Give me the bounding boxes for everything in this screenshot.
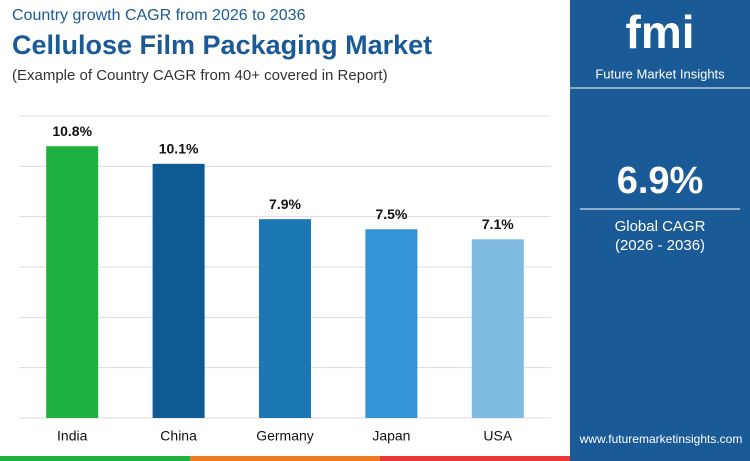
- strip: [570, 456, 750, 461]
- strip: [0, 456, 190, 461]
- bar: [365, 229, 418, 418]
- chart-title: Cellulose Film Packaging Market: [12, 30, 432, 60]
- brand: Future Market Insights: [595, 66, 725, 81]
- global-period: (2026 - 2036): [615, 237, 705, 254]
- bar: [259, 219, 311, 418]
- value-label: 10.1%: [159, 141, 199, 157]
- global-value: 6.9%: [617, 160, 704, 202]
- value-label: 7.1%: [482, 216, 514, 232]
- bar: [471, 239, 524, 418]
- value-label: 10.8%: [52, 123, 92, 139]
- plot: India 10.8% China 10.1% Germany 7.9% Japan 7.5%…: [19, 115, 551, 444]
- x-tick-label: USA: [483, 428, 512, 444]
- kicker: Country growth CAGR from 2026 to 2036: [12, 7, 306, 24]
- x-tick-label: India: [57, 428, 88, 444]
- website: www.futuremarketinsights.com: [579, 432, 743, 446]
- value-label: 7.9%: [269, 196, 301, 212]
- bar: [46, 146, 99, 418]
- side-panel: [570, 0, 750, 456]
- x-tick-label: Japan: [372, 428, 410, 444]
- subtitle: (Example of Country CAGR from 40+ covere…: [12, 67, 388, 84]
- logo: fmi: [626, 6, 695, 58]
- x-tick-label: China: [160, 428, 197, 444]
- global-label: Global CAGR: [615, 218, 706, 235]
- strip: [190, 456, 380, 461]
- value-label: 7.5%: [375, 206, 407, 222]
- strip: [380, 456, 570, 461]
- bar: [152, 163, 205, 418]
- x-tick-label: Germany: [256, 428, 314, 444]
